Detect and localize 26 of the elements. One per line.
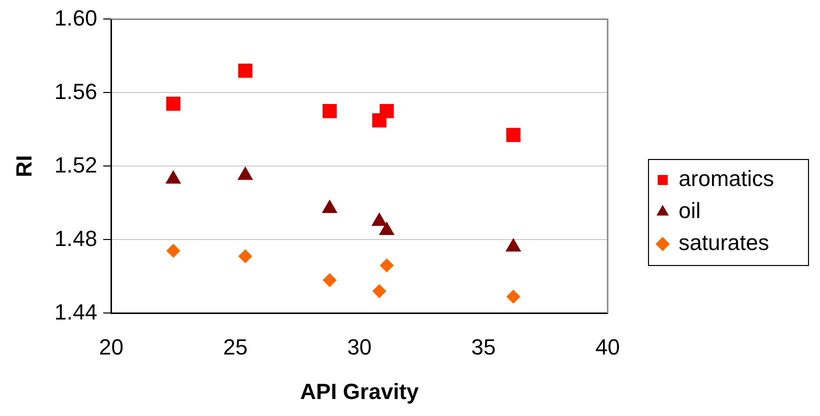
x-tick-label: 25 <box>223 334 248 360</box>
x-tick-label: 30 <box>347 334 372 360</box>
point <box>506 128 520 142</box>
y-tick-label: 1.56 <box>54 78 98 104</box>
x-axis-title: API Gravity <box>300 378 420 404</box>
point <box>372 284 386 298</box>
x-tick-label: 20 <box>98 334 124 360</box>
y-axis-title: RI <box>11 155 36 178</box>
y-tick-label: 1.52 <box>54 152 98 178</box>
x-tick-label: 35 <box>471 334 496 360</box>
y-tick-label: 1.44 <box>54 299 98 324</box>
point <box>322 273 337 288</box>
point <box>166 244 180 258</box>
legend-label: aromatics <box>678 166 774 192</box>
legend-label: saturates <box>678 230 770 256</box>
point <box>166 96 180 111</box>
point <box>380 104 394 118</box>
y-tick-label: 1.60 <box>54 5 98 30</box>
point <box>322 104 337 118</box>
point <box>238 249 252 264</box>
legend-label: oil <box>678 198 701 224</box>
y-tick-label: 1.48 <box>54 226 98 251</box>
point <box>238 64 252 78</box>
point <box>380 258 394 272</box>
point <box>506 290 520 304</box>
x-tick-label: 40 <box>595 334 620 360</box>
